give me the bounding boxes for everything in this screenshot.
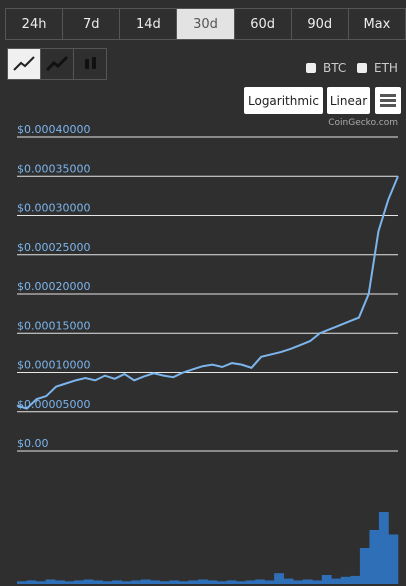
- volume-bar: [169, 580, 180, 584]
- y-tick-label: $0.00015000: [17, 319, 90, 332]
- volume-bar: [340, 576, 351, 584]
- volume-bar: [369, 530, 380, 584]
- volume-bar: [331, 578, 342, 584]
- volume-bar: [359, 548, 370, 584]
- volume-bar: [17, 581, 27, 584]
- volume-bar: [312, 580, 323, 584]
- volume-bar: [74, 580, 84, 584]
- y-tick-label: $0.00025000: [17, 241, 90, 254]
- volume-bar: [302, 579, 313, 584]
- linear-button[interactable]: Linear: [327, 87, 370, 114]
- volume-bar: [236, 581, 246, 584]
- volume-bar: [388, 534, 399, 584]
- volume-bar: [26, 580, 37, 584]
- y-tick-label: $0.00010000: [17, 359, 90, 372]
- y-tick-label: $0.00030000: [17, 202, 90, 215]
- label: ETH: [374, 61, 398, 75]
- y-tick-label: $0.00035000: [17, 162, 90, 175]
- volume-bar: [264, 580, 275, 584]
- btc-checkbox[interactable]: BTC: [306, 61, 346, 75]
- volume-bar: [255, 579, 265, 584]
- volume-bar: [55, 580, 65, 584]
- volume-bar: [102, 581, 113, 584]
- volume-bar: [93, 580, 104, 584]
- volume-bar: [293, 580, 304, 584]
- credit: CoinGecko.com: [328, 118, 398, 128]
- eth-checkbox[interactable]: ETH: [357, 61, 398, 75]
- volume-bar: [159, 581, 170, 584]
- volume-bar: [64, 581, 75, 584]
- volume-bar: [207, 580, 218, 584]
- volume-bar: [83, 579, 94, 584]
- chart-type-buttons: [7, 48, 107, 80]
- label: BTC: [323, 61, 347, 75]
- range-button[interactable]: Max: [347, 8, 406, 40]
- candle-button[interactable]: [73, 48, 107, 80]
- log-button[interactable]: Logarithmic: [244, 87, 323, 114]
- volume-bar: [226, 580, 237, 584]
- volume-bar: [131, 580, 142, 584]
- line-button[interactable]: [7, 48, 41, 80]
- volume-bar: [188, 580, 199, 584]
- volume-bar: [217, 581, 227, 584]
- volume-bar: [45, 579, 56, 584]
- volume-bar: [245, 580, 256, 584]
- y-tick-label: $0.00: [17, 437, 49, 450]
- volume-bar: [150, 580, 161, 584]
- y-tick-label: $0.00040000: [17, 123, 90, 136]
- menu-button[interactable]: [375, 87, 401, 114]
- volume-bar: [197, 579, 208, 584]
- volume-bar: [378, 512, 389, 584]
- volume-bar: [112, 580, 123, 584]
- y-tick-label: $0.00020000: [17, 280, 90, 293]
- volume-bar: [283, 578, 294, 584]
- volume-bar: [274, 573, 284, 584]
- volume-bar: [178, 581, 189, 584]
- volume-bar: [121, 581, 132, 584]
- price-line: [16, 175, 399, 410]
- volume-bar: [350, 575, 361, 584]
- volume-bar: [140, 579, 151, 584]
- volume-bar: [321, 575, 332, 584]
- y-tick-label: $0.00005000: [17, 398, 90, 411]
- range-selector: 24h 7d 14d 30d 60d 90d Max: [5, 8, 406, 40]
- volume-bar: [36, 581, 46, 584]
